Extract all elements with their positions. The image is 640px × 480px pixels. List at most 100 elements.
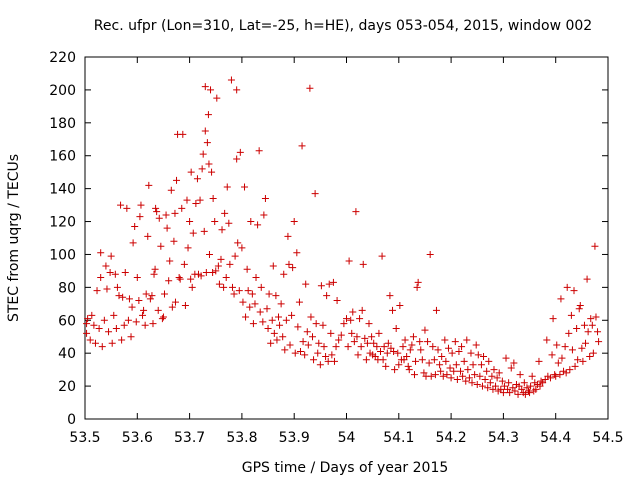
data-point	[187, 275, 195, 283]
data-point	[112, 325, 120, 332]
data-point	[145, 181, 153, 189]
data-point	[410, 371, 418, 379]
data-point	[246, 303, 254, 311]
data-point	[296, 348, 304, 356]
data-point	[474, 351, 482, 359]
data-point	[135, 297, 143, 305]
data-point	[264, 325, 272, 332]
x-tick-label: 53.8	[226, 430, 257, 446]
data-point	[337, 331, 345, 339]
data-point	[347, 316, 355, 324]
data-point	[365, 320, 373, 328]
data-point	[405, 366, 413, 374]
data-point	[532, 385, 540, 393]
data-point	[192, 199, 200, 207]
data-point	[552, 372, 560, 380]
data-point	[208, 168, 216, 176]
data-point	[416, 338, 424, 346]
data-point	[429, 343, 437, 351]
data-point	[140, 306, 148, 314]
data-point	[309, 333, 317, 341]
data-point	[558, 354, 566, 362]
data-point	[582, 339, 590, 347]
data-point	[344, 343, 352, 351]
data-point	[158, 315, 166, 323]
x-tick-label: 54	[338, 430, 356, 446]
data-point	[311, 190, 319, 198]
data-point	[183, 196, 191, 204]
y-tick-label: 120	[49, 215, 76, 231]
data-point	[118, 336, 126, 344]
data-point	[167, 186, 175, 194]
data-point	[120, 321, 128, 329]
data-point	[178, 204, 186, 212]
data-point	[123, 204, 131, 212]
data-point	[578, 344, 586, 352]
data-points	[83, 76, 603, 398]
data-point	[259, 318, 267, 326]
data-point	[173, 176, 181, 184]
data-point	[583, 275, 591, 283]
data-point	[591, 242, 599, 250]
data-point	[495, 369, 503, 377]
data-point	[121, 269, 129, 277]
data-point	[406, 346, 414, 354]
data-point	[325, 280, 333, 288]
data-point	[401, 336, 409, 344]
data-point	[175, 273, 183, 281]
data-point	[125, 295, 133, 303]
data-point	[196, 196, 204, 204]
data-point	[248, 290, 256, 298]
data-point	[249, 320, 257, 328]
data-point	[592, 313, 600, 321]
data-point	[233, 86, 241, 94]
data-point	[356, 315, 364, 323]
data-point	[314, 349, 322, 357]
data-point	[438, 352, 446, 360]
data-point	[520, 379, 528, 387]
data-point	[163, 224, 171, 232]
data-point	[490, 366, 498, 374]
data-point	[272, 292, 280, 300]
data-point	[576, 301, 584, 309]
data-point	[286, 341, 294, 349]
data-point	[97, 249, 105, 257]
data-point	[523, 384, 531, 392]
data-point	[256, 308, 264, 316]
data-point	[285, 260, 293, 268]
data-point	[563, 283, 571, 291]
data-point	[129, 239, 137, 247]
data-point	[561, 343, 569, 351]
data-point	[444, 344, 452, 352]
data-point	[386, 292, 394, 300]
data-point	[315, 339, 323, 347]
data-point	[463, 336, 471, 344]
data-point	[277, 300, 285, 308]
data-point	[328, 351, 336, 359]
data-point	[548, 351, 556, 359]
data-point	[270, 329, 278, 337]
data-point	[481, 376, 489, 384]
data-point	[201, 83, 209, 91]
data-point	[142, 290, 150, 298]
data-point	[288, 311, 296, 319]
data-point	[176, 275, 184, 283]
data-point	[417, 346, 425, 354]
data-point	[471, 371, 479, 379]
data-point	[395, 361, 403, 369]
data-point	[153, 208, 161, 216]
y-tick-label: 20	[58, 379, 76, 395]
data-point	[227, 76, 235, 84]
data-point	[329, 278, 337, 286]
data-point	[409, 333, 417, 341]
data-point	[363, 339, 371, 347]
data-point	[568, 346, 576, 354]
data-point	[594, 328, 602, 336]
data-point	[584, 328, 592, 336]
data-point	[316, 361, 324, 369]
y-tick-label: 40	[58, 346, 76, 362]
data-point	[424, 338, 432, 346]
data-point	[553, 341, 561, 349]
data-point	[511, 387, 519, 395]
data-point	[588, 321, 596, 329]
